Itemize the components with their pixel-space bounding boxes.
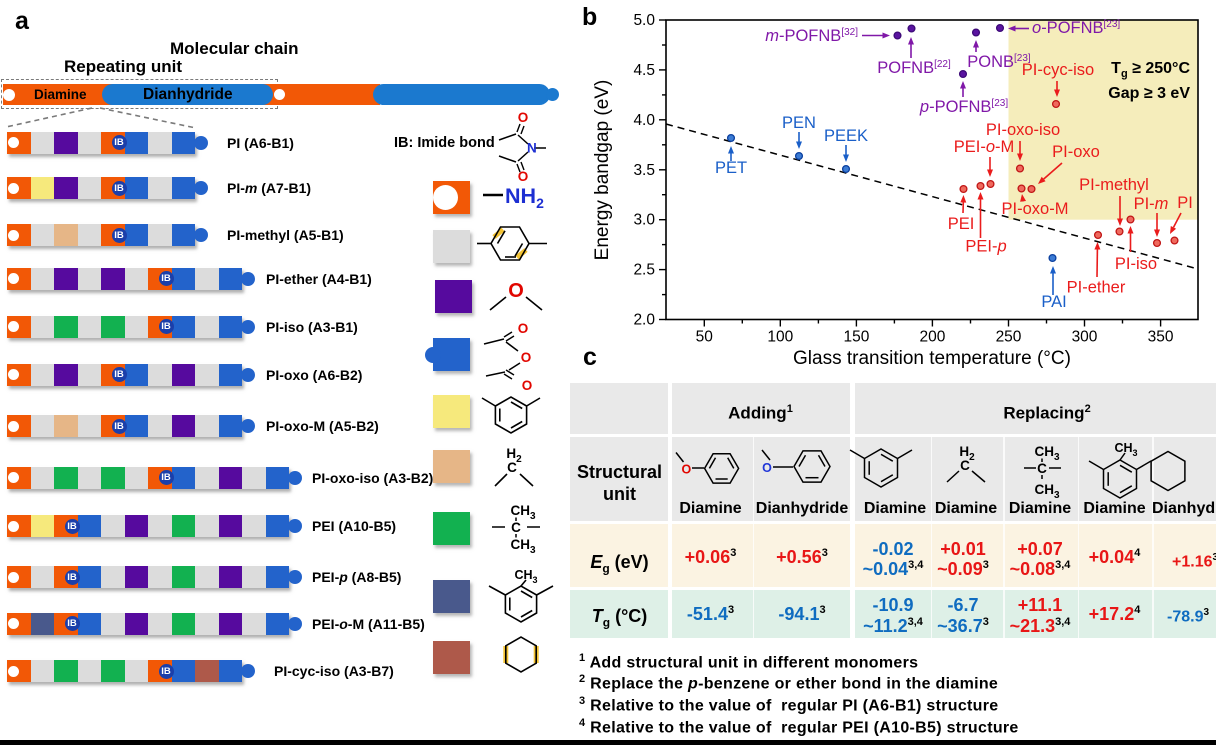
svg-text:PI-cyc-iso: PI-cyc-iso	[1022, 61, 1094, 79]
svg-text:Glass transition temperature (: Glass transition temperature (°C)	[793, 348, 1071, 369]
svg-text:4.0: 4.0	[633, 112, 655, 129]
svg-text:PI-iso: PI-iso	[1115, 255, 1157, 273]
svg-text:PEEK: PEEK	[824, 127, 868, 145]
svg-text:PAI: PAI	[1041, 293, 1066, 311]
svg-text:O: O	[508, 280, 524, 302]
svg-text:PI: PI	[1177, 194, 1193, 212]
svg-text:100: 100	[767, 329, 793, 346]
svg-text:300: 300	[1072, 329, 1098, 346]
svg-text:250: 250	[996, 329, 1022, 346]
svg-text:Gap ≥ 3 eV: Gap ≥ 3 eV	[1108, 85, 1190, 102]
svg-text:PEI-p: PEI-p	[965, 238, 1006, 256]
svg-text:C: C	[511, 520, 521, 535]
svg-text:POFNB[22]: POFNB[22]	[877, 59, 951, 77]
svg-text:p-POFNB[23]: p-POFNB[23]	[919, 98, 1008, 116]
svg-text:PEI-o-M: PEI-o-M	[954, 138, 1015, 156]
svg-text:CH3: CH3	[510, 537, 536, 556]
svg-text:m-POFNB[32]: m-POFNB[32]	[765, 27, 858, 45]
svg-text:O: O	[518, 110, 529, 125]
svg-text:PI-oxo-iso: PI-oxo-iso	[986, 121, 1060, 139]
svg-text:CH3: CH3	[1034, 444, 1060, 463]
svg-text:PI-oxo-M: PI-oxo-M	[1002, 200, 1069, 218]
svg-text:5.0: 5.0	[633, 12, 655, 29]
svg-text:150: 150	[843, 329, 869, 346]
svg-text:3.0: 3.0	[633, 212, 655, 229]
svg-text:PI-methyl: PI-methyl	[1079, 176, 1149, 194]
svg-text:PEN: PEN	[782, 114, 816, 132]
svg-text:C: C	[1037, 461, 1047, 476]
svg-text:PI-oxo: PI-oxo	[1052, 143, 1100, 161]
svg-text:3.5: 3.5	[633, 162, 655, 179]
svg-text:C: C	[507, 460, 517, 475]
svg-text:4.5: 4.5	[633, 62, 655, 79]
svg-text:O: O	[522, 378, 533, 393]
svg-text:O: O	[521, 350, 532, 365]
svg-text:CH3: CH3	[514, 568, 537, 585]
svg-text:PEI: PEI	[948, 215, 975, 233]
svg-text:2.5: 2.5	[633, 262, 655, 279]
svg-text:O: O	[518, 169, 529, 184]
svg-text:PI-m: PI-m	[1134, 195, 1169, 213]
svg-text:Energy bandgap (eV): Energy bandgap (eV)	[592, 80, 613, 261]
svg-text:CH3: CH3	[1034, 482, 1060, 501]
svg-text:o-POFNB[23]: o-POFNB[23]	[1032, 19, 1120, 37]
svg-text:NH2: NH2	[505, 184, 544, 211]
svg-text:O: O	[518, 321, 529, 336]
svg-text:O: O	[762, 461, 772, 475]
svg-text:200: 200	[919, 329, 945, 346]
svg-text:CH3: CH3	[510, 503, 536, 522]
svg-text:N: N	[527, 141, 537, 156]
svg-text:PET: PET	[715, 159, 747, 177]
svg-text:O: O	[682, 463, 692, 477]
svg-text:350: 350	[1148, 329, 1174, 346]
svg-text:Tg ≥ 250°C: Tg ≥ 250°C	[1111, 60, 1190, 80]
svg-text:50: 50	[696, 329, 714, 346]
svg-text:CH3: CH3	[1114, 441, 1137, 458]
svg-text:C: C	[960, 458, 970, 473]
svg-text:2.0: 2.0	[633, 312, 655, 329]
svg-text:PI-ether: PI-ether	[1067, 279, 1126, 297]
